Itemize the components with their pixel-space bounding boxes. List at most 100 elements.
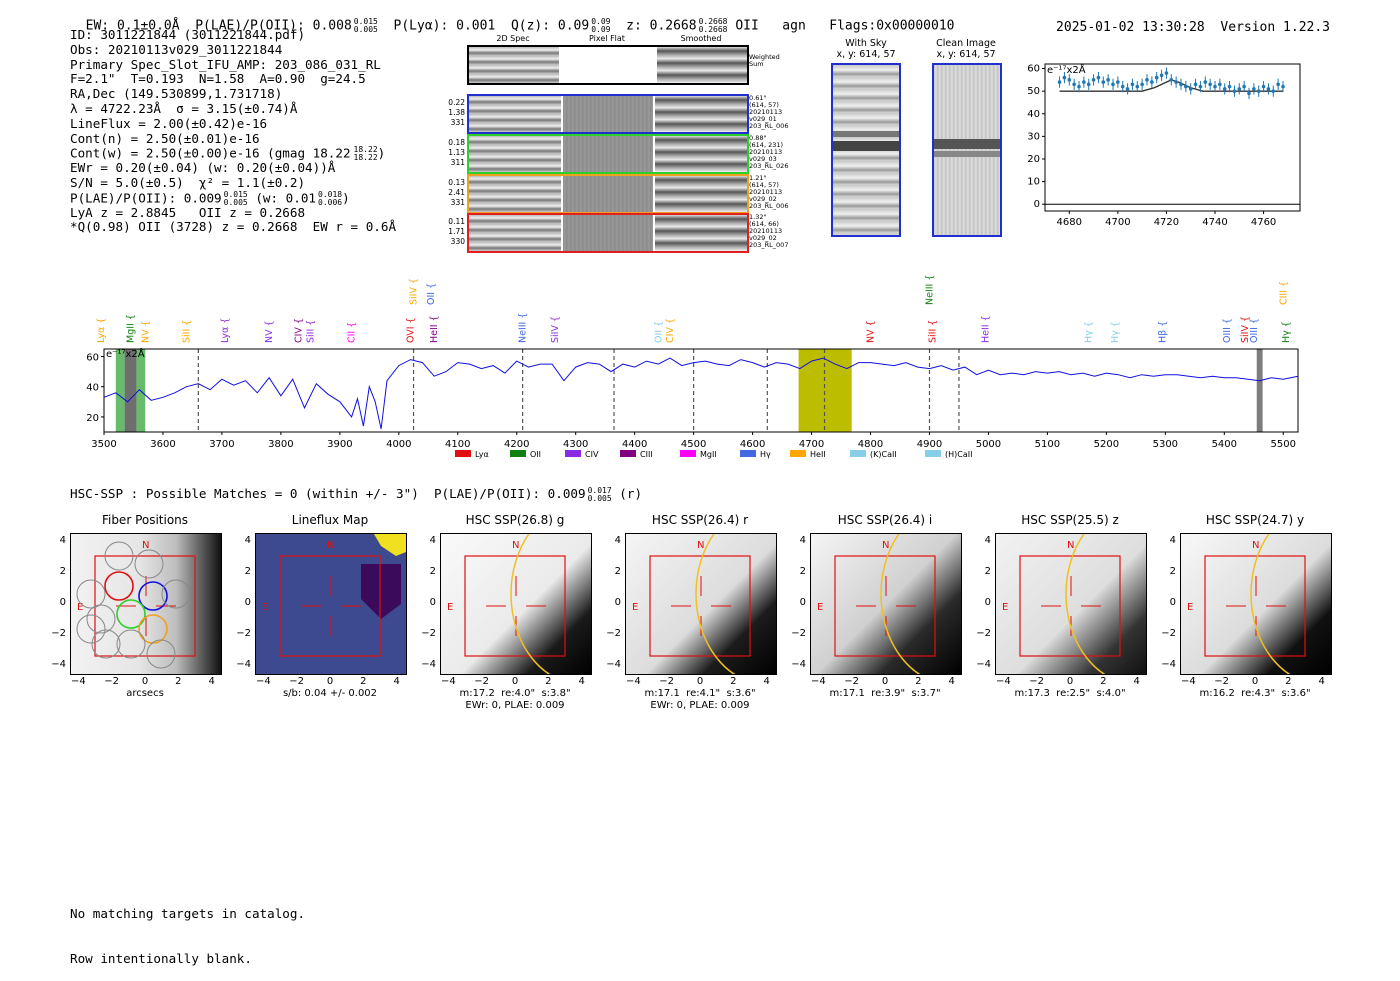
thumb-ytick: 2 <box>799 565 806 577</box>
line-marker-label: CII { <box>347 322 358 343</box>
thumb-xtick: 0 <box>881 676 889 687</box>
thumb-xtick: −4 <box>255 676 271 687</box>
zoom-data-point <box>1091 78 1096 82</box>
legend-label: MgII <box>700 450 717 459</box>
thumb-xtick: −2 <box>474 676 490 687</box>
thumb-caption: m:17.2 re:4.0" s:3.8" <box>459 688 571 699</box>
line-marker-label: NeIII { <box>518 313 529 343</box>
thumb-xtick: 4 <box>393 676 400 687</box>
spec-xtick-label: 5400 <box>1212 439 1237 450</box>
plae-w-lower: 0.006 <box>318 197 343 207</box>
spec-xtick-label: 4900 <box>917 439 942 450</box>
line-marker-label: CIV { <box>294 318 305 343</box>
line-marker-label: OII { <box>653 321 664 343</box>
cutout-row <box>467 174 749 214</box>
cutout-meta: 20210113 <box>749 108 783 116</box>
zoom-data-point <box>1281 84 1285 89</box>
fiber-circle-gray <box>104 541 134 571</box>
cutout-row-stats: 0.18 1.13 311 <box>443 138 465 168</box>
zoom-data-point <box>1232 89 1237 93</box>
datetime: 2025-01-02 13:30:28 <box>1056 20 1205 35</box>
col-2d-spec: 2D Spec <box>496 34 530 43</box>
north-label: N <box>697 540 704 551</box>
fiber-circle-gray <box>161 579 191 609</box>
thumb-title: Fiber Positions <box>101 513 189 527</box>
thumb-ytick: 0 <box>799 597 806 608</box>
galaxy-ellipse <box>1065 534 1106 674</box>
thumb-xtick: −4 <box>995 676 1011 687</box>
zoom-data-point <box>1130 82 1135 87</box>
plae-value: P(LAE)/P(OII): 0.008 <box>195 18 352 34</box>
line-marker: SiII { <box>182 320 193 343</box>
zoom-data-point <box>1252 87 1256 91</box>
north-label: N <box>512 540 519 551</box>
thumb-caption: m:17.1 re:4.1" s:3.6" <box>644 688 756 699</box>
info-contn: Cont(n) = 2.50(±0.01)e-16 <box>70 130 260 146</box>
q-lower: 0.09 <box>591 25 611 34</box>
top-marker-label: OII { <box>426 283 437 305</box>
spec-ytick-label: 40 <box>86 383 99 394</box>
spec-xtick-label: 3800 <box>268 439 293 450</box>
thumb-xtick: 0 <box>511 676 519 687</box>
cutout-meta: 20210113 <box>749 227 783 235</box>
thumb-xtick: −4 <box>440 676 456 687</box>
cutout-stat: 0.11 <box>448 217 465 226</box>
east-label: E <box>1002 602 1008 613</box>
full-spectrum-plot: 20 40 60 3500 3600 3700 3800 3900 4000 4100 4200 43… <box>86 275 1299 459</box>
with-sky-label: With Sky <box>845 38 887 49</box>
cutout-meta: 1.21" <box>749 174 767 182</box>
thumb-title: HSC SSP(26.8) g <box>465 513 565 527</box>
thumb-ytick: −2 <box>51 628 66 640</box>
thumb-xtick: 0 <box>1251 676 1259 687</box>
cutout-meta: (614, 57) <box>749 101 779 109</box>
thumb-title: HSC SSP(24.7) y <box>1205 513 1305 527</box>
zoom-data-point <box>1256 89 1261 93</box>
catalog-note: No matching targets in catalog. Row inte… <box>70 876 305 981</box>
col-smoothed: Smoothed <box>680 34 722 43</box>
spec-unit-label: e⁻¹⁷x2Å <box>106 347 145 360</box>
line-marker: SiIV { <box>550 316 561 343</box>
cutout-stat: 0.18 <box>448 138 465 147</box>
line-marker: OVI { <box>406 317 417 343</box>
info-obs: Obs: 20210113v029_3011221844 <box>70 41 283 57</box>
galaxy-ellipse <box>1250 534 1291 674</box>
legend-swatch <box>925 450 941 457</box>
thumb-overlay: NE <box>1187 534 1306 674</box>
zoom-data-point <box>1218 82 1222 87</box>
zoom-data-point <box>1145 78 1149 82</box>
thumb-ytick: 4 <box>984 534 991 546</box>
zoom-data-point <box>1188 87 1193 91</box>
galaxy-ellipse <box>695 534 736 674</box>
spectrum-frame <box>103 348 1299 433</box>
thumb-ytick: 2 <box>244 565 251 577</box>
east-label: E <box>632 602 638 613</box>
thumb-xtick: 4 <box>763 676 770 687</box>
zoom-data-point <box>1159 73 1164 78</box>
thumb-xtick: −4 <box>810 676 826 687</box>
info-lya-oii: LyA z = 2.8845 OII z = 0.2668 <box>70 204 306 220</box>
line-marker-label: SiII { <box>305 320 316 343</box>
fiber-circle-gray <box>86 604 116 634</box>
cutout-meta: 1.32" <box>749 213 767 221</box>
thumb-title: Lineflux Map <box>291 513 369 527</box>
thumb-xtick: 4 <box>1318 676 1325 687</box>
thumb-ytick: 0 <box>244 597 251 608</box>
cutout-meta: v029_03 <box>749 155 777 163</box>
cutout-stat: 311 <box>450 158 465 167</box>
line-marker: OIII { <box>1249 318 1260 343</box>
line-marker: Hγ { <box>1281 321 1292 343</box>
thumb-ytick: −4 <box>51 659 66 671</box>
cutout-row <box>467 94 749 134</box>
z-value: z: 0.2668 <box>626 18 697 34</box>
galaxy-ellipse <box>880 534 921 674</box>
line-marker: CIV { <box>294 318 305 343</box>
thumb-ytick: −4 <box>791 659 806 671</box>
zoom-data-point <box>1150 80 1154 84</box>
cutout-meta: v029_02 <box>749 234 777 242</box>
version: Version 1.22.3 <box>1220 20 1330 35</box>
z-upper: 0.2668 <box>698 17 728 26</box>
cutout-panel: 2D Spec Pixel Flat Smoothed Weighted Sum… <box>443 32 803 257</box>
thumb-xtick: 2 <box>360 676 367 687</box>
zoom-xtick-label: 4760 <box>1251 217 1276 228</box>
